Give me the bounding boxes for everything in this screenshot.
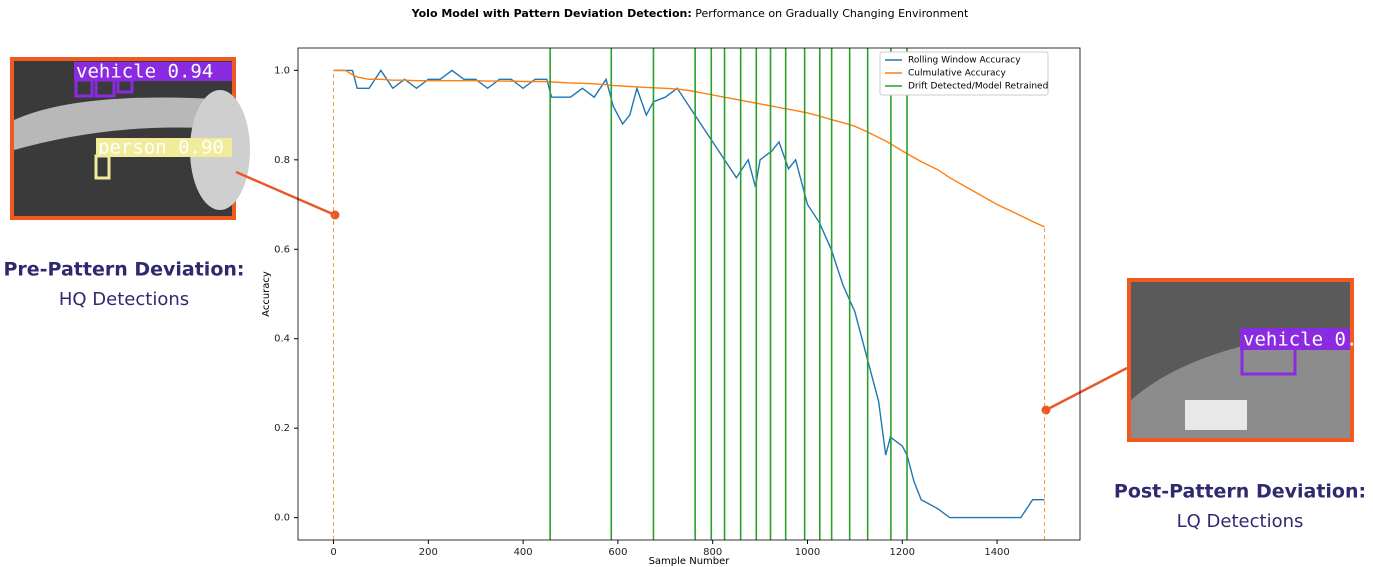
- x-tick-label: 1000: [795, 547, 820, 558]
- det-bg: [74, 62, 232, 81]
- y-tick-label: 0.6: [274, 244, 290, 255]
- y-tick-label: 0.4: [274, 334, 290, 345]
- det-label: vehicle 0.: [1243, 329, 1357, 351]
- callout-dot: [1041, 405, 1051, 415]
- callout-dot: [330, 210, 340, 220]
- legend-label: Rolling Window Accuracy: [908, 56, 1021, 66]
- x-tick-label: 600: [608, 547, 627, 558]
- x-tick-label: 400: [514, 547, 533, 558]
- y-axis-label: Accuracy: [261, 271, 272, 317]
- pre-subtitle: HQ Detections: [59, 289, 189, 310]
- y-tick-label: 0.8: [274, 155, 290, 166]
- det-box: [1240, 346, 1297, 376]
- x-tick-label: 0: [330, 547, 336, 558]
- plot: 0 200 400 600 800 1000 1200 1400 0.0 0.2 0.4 0.6 0.8…: [261, 47, 1081, 567]
- det-label: vehicle 0.94: [76, 61, 213, 83]
- det-box: [74, 78, 94, 98]
- legend-label: Drift Detected/Model Retrained: [908, 82, 1048, 92]
- chart-subtitle: Performance on Gradually Changing Enviro…: [695, 7, 969, 20]
- post-title: Post-Pattern Deviation:: [1114, 481, 1366, 503]
- title-line: Yolo Model with Pattern Deviation Detect…: [411, 7, 969, 20]
- axes-frame: [297, 47, 1081, 541]
- x-tick-label: 200: [419, 547, 438, 558]
- legend-box: [879, 51, 1049, 96]
- det-box: [116, 78, 134, 94]
- series-line: [333, 69, 1045, 519]
- x-axis-label: Sample Number: [649, 556, 731, 567]
- det-bg: [1240, 328, 1350, 350]
- post-image: vehicle 0.: [1127, 278, 1357, 442]
- det-bg: [96, 138, 232, 157]
- x-tick-label: 800: [703, 547, 722, 558]
- callout: [235, 170, 336, 217]
- chart-title: Yolo Model with Pattern Deviation Detect…: [411, 7, 692, 20]
- series-line: [333, 69, 1045, 228]
- det-label: person 0.90: [98, 137, 224, 159]
- pre-title: Pre-Pattern Deviation:: [3, 259, 244, 281]
- y-tick-label: 1.0: [274, 65, 290, 76]
- x-tick-label: 1200: [890, 547, 915, 558]
- shape: [1185, 400, 1247, 430]
- callout: [1045, 366, 1128, 412]
- road: [14, 97, 232, 150]
- det-box: [94, 154, 111, 180]
- y-tick-label: 0.2: [274, 423, 290, 434]
- y-tick-label: 0.0: [274, 513, 290, 524]
- det-box: [94, 78, 116, 98]
- post-subtitle: LQ Detections: [1177, 511, 1304, 532]
- pre-image: vehicle 0.94 person 0.90: [10, 57, 250, 220]
- legend-label: Culmulative Accuracy: [908, 69, 1006, 79]
- x-tick-label: 1400: [984, 547, 1009, 558]
